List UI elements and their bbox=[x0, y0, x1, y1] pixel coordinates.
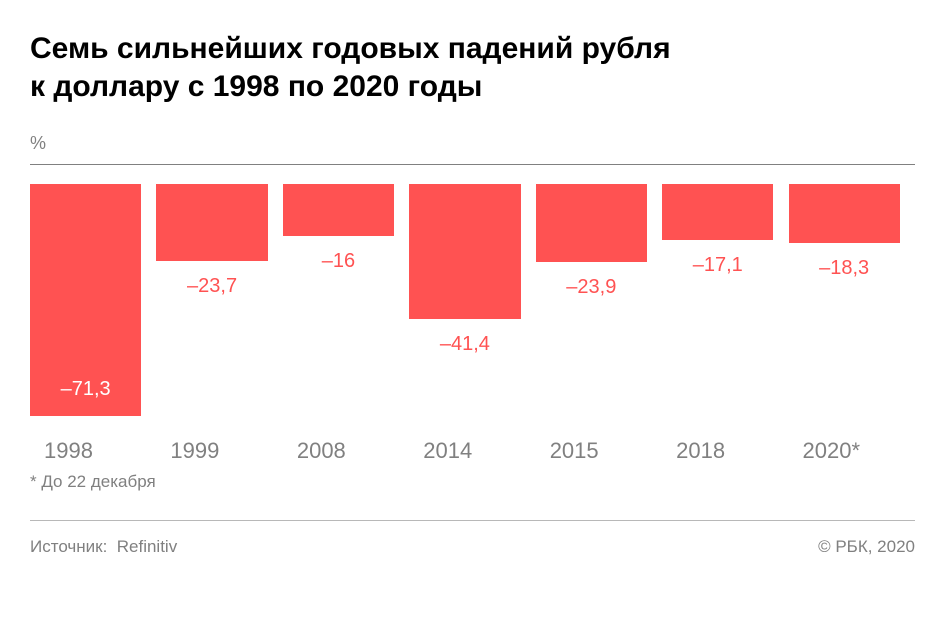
bar-value-label: –18,3 bbox=[789, 257, 900, 280]
chart-footnote: * До 22 декабря bbox=[30, 472, 915, 492]
chart-column: –23,7 bbox=[156, 184, 282, 444]
chart-area: –71,3–23,7–16–41,4–23,9–17,1–18,3 199819… bbox=[30, 164, 915, 444]
y-axis-unit-label: % bbox=[30, 133, 915, 154]
source-prefix: Источник: bbox=[30, 537, 107, 556]
chart-bar bbox=[789, 184, 900, 243]
chart-title: Семь сильнейших годовых падений рубля к … bbox=[30, 30, 915, 105]
chart-plot: –71,3 –23,7 –16 –41,4 –23,9 –17,1 –18,3 bbox=[30, 184, 915, 444]
bar-value-label: –23,7 bbox=[156, 275, 267, 298]
chart-bar bbox=[536, 184, 647, 262]
chart-title-line2: к доллару с 1998 по 2020 годы bbox=[30, 70, 482, 103]
chart-column: –16 bbox=[283, 184, 409, 444]
bar-value-label: –16 bbox=[283, 250, 394, 273]
chart-columns: –71,3 –23,7 –16 –41,4 –23,9 –17,1 –18,3 bbox=[30, 184, 915, 444]
chart-bar bbox=[283, 184, 394, 236]
chart-bar bbox=[662, 184, 773, 240]
bar-value-label: –41,4 bbox=[409, 333, 520, 356]
chart-column: –17,1 bbox=[662, 184, 788, 444]
chart-baseline bbox=[30, 164, 915, 165]
chart-column: –41,4 bbox=[409, 184, 535, 444]
source-text: Источник: Refinitiv bbox=[30, 537, 177, 557]
chart-column: –71,3 bbox=[30, 184, 156, 444]
chart-column: –18,3 bbox=[789, 184, 915, 444]
bar-value-label: –23,9 bbox=[536, 276, 647, 299]
chart-column: –23,9 bbox=[536, 184, 662, 444]
copyright-text: © РБК, 2020 bbox=[818, 537, 915, 557]
chart-bar bbox=[156, 184, 267, 261]
bar-value-label: –17,1 bbox=[662, 254, 773, 277]
chart-footer: Источник: Refinitiv © РБК, 2020 bbox=[30, 537, 915, 557]
source-name: Refinitiv bbox=[117, 537, 177, 556]
footer-divider bbox=[30, 520, 915, 521]
chart-title-line1: Семь сильнейших годовых падений рубля bbox=[30, 32, 671, 65]
bar-value-label: –71,3 bbox=[30, 378, 141, 401]
chart-bar bbox=[409, 184, 520, 319]
